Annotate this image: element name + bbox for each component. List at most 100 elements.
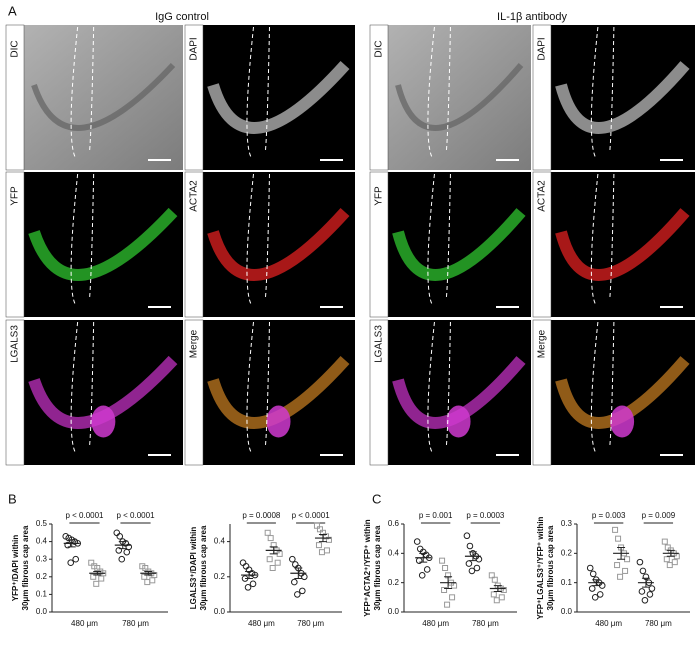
data-point <box>144 579 151 586</box>
p-value: p = 0.003 <box>592 511 626 520</box>
error-bar <box>468 551 477 562</box>
micrograph <box>6 25 183 170</box>
micrograph <box>185 25 355 170</box>
data-point <box>441 587 448 593</box>
micrograph <box>185 320 355 465</box>
y-tick-label: 0.4 <box>388 548 400 557</box>
micrograph <box>185 172 355 317</box>
error-bar <box>294 567 303 580</box>
p-value: p = 0.009 <box>642 511 676 520</box>
p-value: p = 0.0003 <box>466 511 505 520</box>
data-point <box>301 573 308 581</box>
data-point <box>413 538 421 545</box>
y-tick-label: 0.4 <box>36 537 48 546</box>
tissue <box>555 208 690 281</box>
cap-outline <box>590 173 615 306</box>
error-bar <box>666 549 675 557</box>
y-axis-label: 30μm fibrous cap area <box>373 525 382 610</box>
data-point <box>116 533 124 540</box>
data-point <box>423 566 431 573</box>
label-box <box>184 319 204 466</box>
x-tick-label: 480 μm <box>71 619 98 628</box>
data-point <box>315 542 322 549</box>
y-tick-label: 0.3 <box>561 519 573 528</box>
data-point <box>266 556 273 563</box>
x-tick-label: 480 μm <box>422 619 449 628</box>
data-point <box>666 562 673 569</box>
cap-outline <box>246 321 270 454</box>
x-tick-label: 780 μm <box>645 619 672 628</box>
y-tick-label: 0.0 <box>36 607 48 616</box>
micrograph <box>370 320 531 465</box>
channel-label: YFP <box>10 186 21 206</box>
channel-label: DAPI <box>537 37 548 60</box>
y-axis-label: 30μm fibrous cap area <box>199 525 208 610</box>
cap-outline <box>70 321 95 454</box>
data-point <box>118 555 126 563</box>
tissue <box>207 355 350 429</box>
micrograph <box>370 172 531 317</box>
data-point <box>325 536 332 543</box>
channel-label: DIC <box>374 40 385 57</box>
data-point <box>67 559 75 567</box>
data-point <box>622 567 629 574</box>
data-point <box>466 542 474 550</box>
micrograph <box>533 320 695 465</box>
data-point <box>646 591 654 598</box>
data-point <box>449 594 456 601</box>
p-value: p < 0.0001 <box>65 511 104 520</box>
data-point <box>614 562 621 569</box>
label-box <box>532 24 552 171</box>
data-point <box>498 594 505 601</box>
y-axis-label: YFP⁺/DAPI within <box>11 535 20 602</box>
p-value: p < 0.0001 <box>116 511 155 520</box>
y-tick-label: 0.6 <box>388 519 400 528</box>
data-point <box>64 541 72 549</box>
tissue <box>28 355 178 429</box>
y-axis-label: 30μm fibrous cap area <box>546 525 555 610</box>
tissue <box>392 356 526 429</box>
data-point <box>490 591 497 598</box>
data-point <box>318 549 325 556</box>
channel-label: Merge <box>537 329 548 358</box>
error-bar <box>144 571 153 576</box>
channel-label: Merge <box>189 329 200 358</box>
y-tick-label: 0.1 <box>36 590 48 599</box>
channel-label: ACTA2 <box>189 180 200 212</box>
data-point <box>93 580 100 587</box>
panel-letter: C <box>372 491 381 506</box>
data-point <box>612 526 619 533</box>
data-point <box>294 591 301 598</box>
x-tick-label: 780 μm <box>297 619 324 628</box>
group-title: IgG control <box>155 11 209 23</box>
label-box <box>369 24 389 171</box>
error-bar <box>493 585 502 592</box>
channel-label: DIC <box>10 40 21 57</box>
data-point <box>264 529 271 536</box>
x-tick-label: 780 μm <box>122 619 149 628</box>
data-point <box>473 564 481 572</box>
data-point <box>624 556 631 563</box>
y-tick-label: 0.4 <box>214 537 226 546</box>
data-point <box>249 580 257 588</box>
data-point <box>239 559 247 567</box>
tissue <box>555 61 690 134</box>
data-point <box>591 594 599 601</box>
cap-outline <box>427 26 451 159</box>
x-tick-label: 780 μm <box>472 619 499 628</box>
error-bar <box>318 534 327 543</box>
p-value: p = 0.001 <box>419 511 453 520</box>
data-point <box>586 564 594 572</box>
data-point <box>500 587 507 593</box>
data-point <box>418 572 426 579</box>
error-bar <box>444 576 453 590</box>
micrograph <box>533 25 695 170</box>
data-point <box>615 535 622 542</box>
label-box <box>5 171 25 318</box>
data-point <box>72 555 80 563</box>
data-point <box>638 588 646 595</box>
tissue <box>91 405 116 438</box>
panel-letter: A <box>8 3 17 18</box>
cap-outline <box>590 321 615 454</box>
